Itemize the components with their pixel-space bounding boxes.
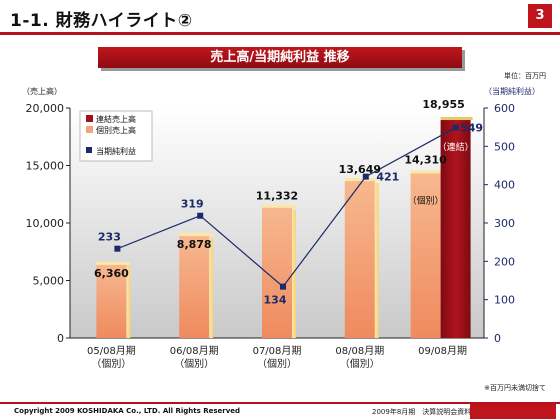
right-axis-title: （当期純利益） [484, 86, 540, 96]
legend-swatch-net-income [86, 147, 92, 153]
x-tick-label: 06/08月期 [170, 345, 219, 357]
individual-sales-bar [410, 173, 441, 338]
net-income-marker [197, 212, 204, 219]
individual-sales-bar-top [96, 261, 131, 265]
company-logo [470, 404, 556, 419]
legend-label: 連結売上高 [96, 114, 136, 124]
individual-sales-value-label: 8,878 [177, 238, 212, 251]
right-axis-tick-label: 300 [494, 217, 515, 230]
x-tick-label: 09/08月期 [418, 345, 467, 357]
individual-sales-bar-top [344, 178, 379, 182]
x-tick-label: 05/08月期 [87, 345, 136, 357]
net-income-marker [452, 124, 459, 131]
header-divider [0, 32, 560, 35]
left-axis-tick-label: 15,000 [26, 160, 65, 173]
net-income-value-label: 421 [376, 171, 399, 184]
footnote: ※百万円未満切捨て [484, 383, 546, 392]
net-income-marker [280, 283, 286, 290]
individual-sales-value-label: 13,649 [339, 163, 381, 176]
individual-sales-bar-side [292, 209, 296, 338]
net-income-marker [362, 173, 369, 180]
individual-sales-bar-side [374, 183, 379, 338]
x-tick-sublabel: （個別） [174, 357, 214, 370]
left-axis-tick-label: 0 [57, 332, 64, 345]
right-axis-tick-label: 100 [494, 294, 515, 307]
footer-divider [0, 402, 560, 404]
consolidated-annotation: （連結） [438, 141, 474, 153]
legend-label: 個別売上高 [96, 125, 136, 135]
net-income-value-label: 549 [460, 122, 483, 135]
right-axis-tick-label: 500 [494, 140, 515, 153]
individual-sales-bar-top [262, 204, 296, 208]
right-axis-tick-label: 200 [494, 255, 515, 268]
page-title: 1-1. 財務ハイライト② [10, 11, 193, 31]
left-axis-title: （売上高） [22, 86, 62, 96]
document-title: 2009年8月期 決算説明会資料 [372, 408, 472, 416]
left-axis-tick-label: 20,000 [26, 102, 65, 115]
legend-label: 当期純利益 [96, 146, 136, 156]
page-number-badge: 3 [528, 4, 552, 28]
individual-sales-bar [344, 181, 375, 338]
individual-sales-bar-side [209, 237, 214, 338]
individual-sales-bar-top [410, 170, 445, 174]
net-income-value-label: 134 [264, 294, 287, 307]
individual-sales-bar-top [179, 232, 214, 236]
header-bar: 1-1. 財務ハイライト② 3 [0, 0, 560, 35]
right-axis-tick-label: 400 [494, 179, 515, 192]
x-tick-sublabel: （個別） [340, 357, 380, 370]
consolidated-sales-bar-top [440, 117, 473, 121]
net-income-value-label: 319 [181, 198, 204, 211]
individual-sales-value-label: 6,360 [94, 267, 129, 280]
individual-sales-bar-side [126, 266, 131, 338]
x-tick-label: 08/08月期 [335, 345, 384, 357]
x-tick-sublabel: （個別） [257, 357, 297, 370]
individual-sales-bar [179, 235, 210, 338]
individual-sales-value-label: 14,310 [404, 153, 447, 166]
right-axis-tick-label: 600 [494, 102, 515, 115]
net-income-value-label: 233 [98, 231, 121, 244]
chart-title-banner: 売上高/当期純利益 推移 [98, 47, 462, 68]
x-tick-sublabel: （個別） [91, 357, 131, 370]
net-income-marker [114, 245, 121, 252]
individual-annotation: （個別） [408, 194, 444, 206]
right-axis-tick-label: 0 [494, 332, 501, 345]
consolidated-sales-bar [440, 120, 471, 338]
left-axis-tick-label: 10,000 [26, 217, 65, 230]
unit-note: 単位：百万円 [504, 72, 546, 80]
left-axis-tick-label: 5,000 [33, 275, 65, 288]
legend-swatch-consolidated [86, 115, 93, 122]
copyright-text: Copyright 2009 KOSHIDAKA Co., LTD. All R… [14, 407, 241, 415]
x-tick-label: 07/08月期 [253, 345, 302, 357]
individual-sales-value-label: 11,332 [256, 190, 298, 203]
legend-swatch-individual [86, 126, 93, 133]
consolidated-sales-value-label: 18,955 [422, 98, 464, 111]
individual-sales-bar [96, 264, 127, 338]
